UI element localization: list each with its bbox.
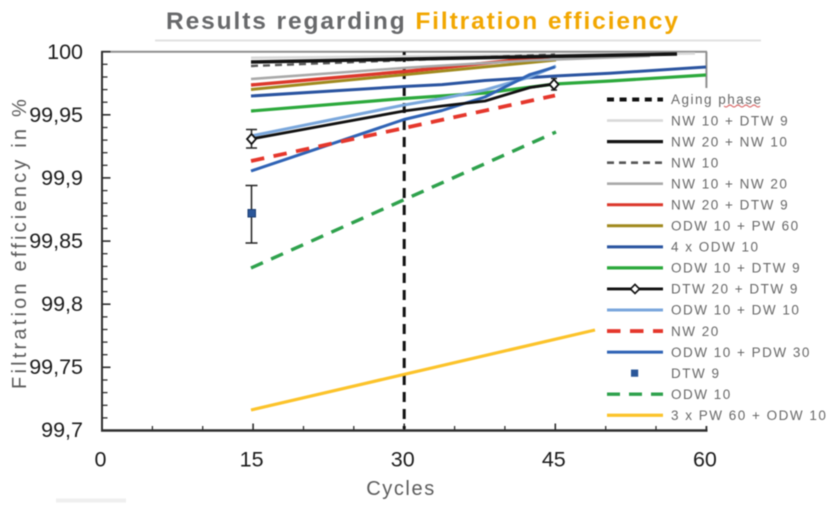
svg-text:DTW 20 + DTW 9: DTW 20 + DTW 9 xyxy=(671,282,799,297)
svg-text:NW 10 + DTW 9: NW 10 + DTW 9 xyxy=(671,113,789,128)
svg-text:0: 0 xyxy=(95,448,107,472)
svg-text:60: 60 xyxy=(693,448,717,472)
svg-text:Results regarding Filtration e: Results regarding Filtration efficiency xyxy=(166,8,680,35)
svg-text:99,9: 99,9 xyxy=(41,166,83,190)
svg-text:DTW 9: DTW 9 xyxy=(671,366,721,381)
svg-text:NW 10: NW 10 xyxy=(671,155,720,170)
svg-text:100: 100 xyxy=(47,40,83,64)
svg-text:Filtration efficiency in %: Filtration efficiency in % xyxy=(9,96,31,389)
svg-text:ODW 10 + PW 60: ODW 10 + PW 60 xyxy=(671,219,800,234)
svg-text:99,8: 99,8 xyxy=(41,292,83,316)
svg-text:Aging phase: Aging phase xyxy=(671,92,763,107)
svg-text:NW 20 + NW 10: NW 20 + NW 10 xyxy=(671,134,788,149)
svg-text:ODW 10 + PDW 30: ODW 10 + PDW 30 xyxy=(671,345,811,360)
svg-text:NW 20 + DTW 9: NW 20 + DTW 9 xyxy=(671,197,789,212)
svg-text:NW 20: NW 20 xyxy=(671,324,720,339)
svg-text:ODW 10 + DTW 9: ODW 10 + DTW 9 xyxy=(671,261,801,276)
svg-text:ODW 10 + DW 10: ODW 10 + DW 10 xyxy=(671,303,800,318)
svg-text:99,75: 99,75 xyxy=(29,355,83,379)
svg-text:NW 10 + NW 20: NW 10 + NW 20 xyxy=(671,176,788,191)
svg-text:3 x PW 60 + ODW 10: 3 x PW 60 + ODW 10 xyxy=(671,408,827,423)
svg-text:Cycles: Cycles xyxy=(366,478,436,500)
svg-text:45: 45 xyxy=(542,448,566,472)
svg-text:99,7: 99,7 xyxy=(41,418,83,442)
svg-text:15: 15 xyxy=(240,448,264,472)
svg-text:99,95: 99,95 xyxy=(29,103,83,127)
svg-text:ODW 10: ODW 10 xyxy=(671,387,732,402)
svg-text:99,85: 99,85 xyxy=(29,229,83,253)
svg-text:30: 30 xyxy=(391,448,415,472)
svg-text:4 x ODW 10: 4 x ODW 10 xyxy=(671,240,760,255)
